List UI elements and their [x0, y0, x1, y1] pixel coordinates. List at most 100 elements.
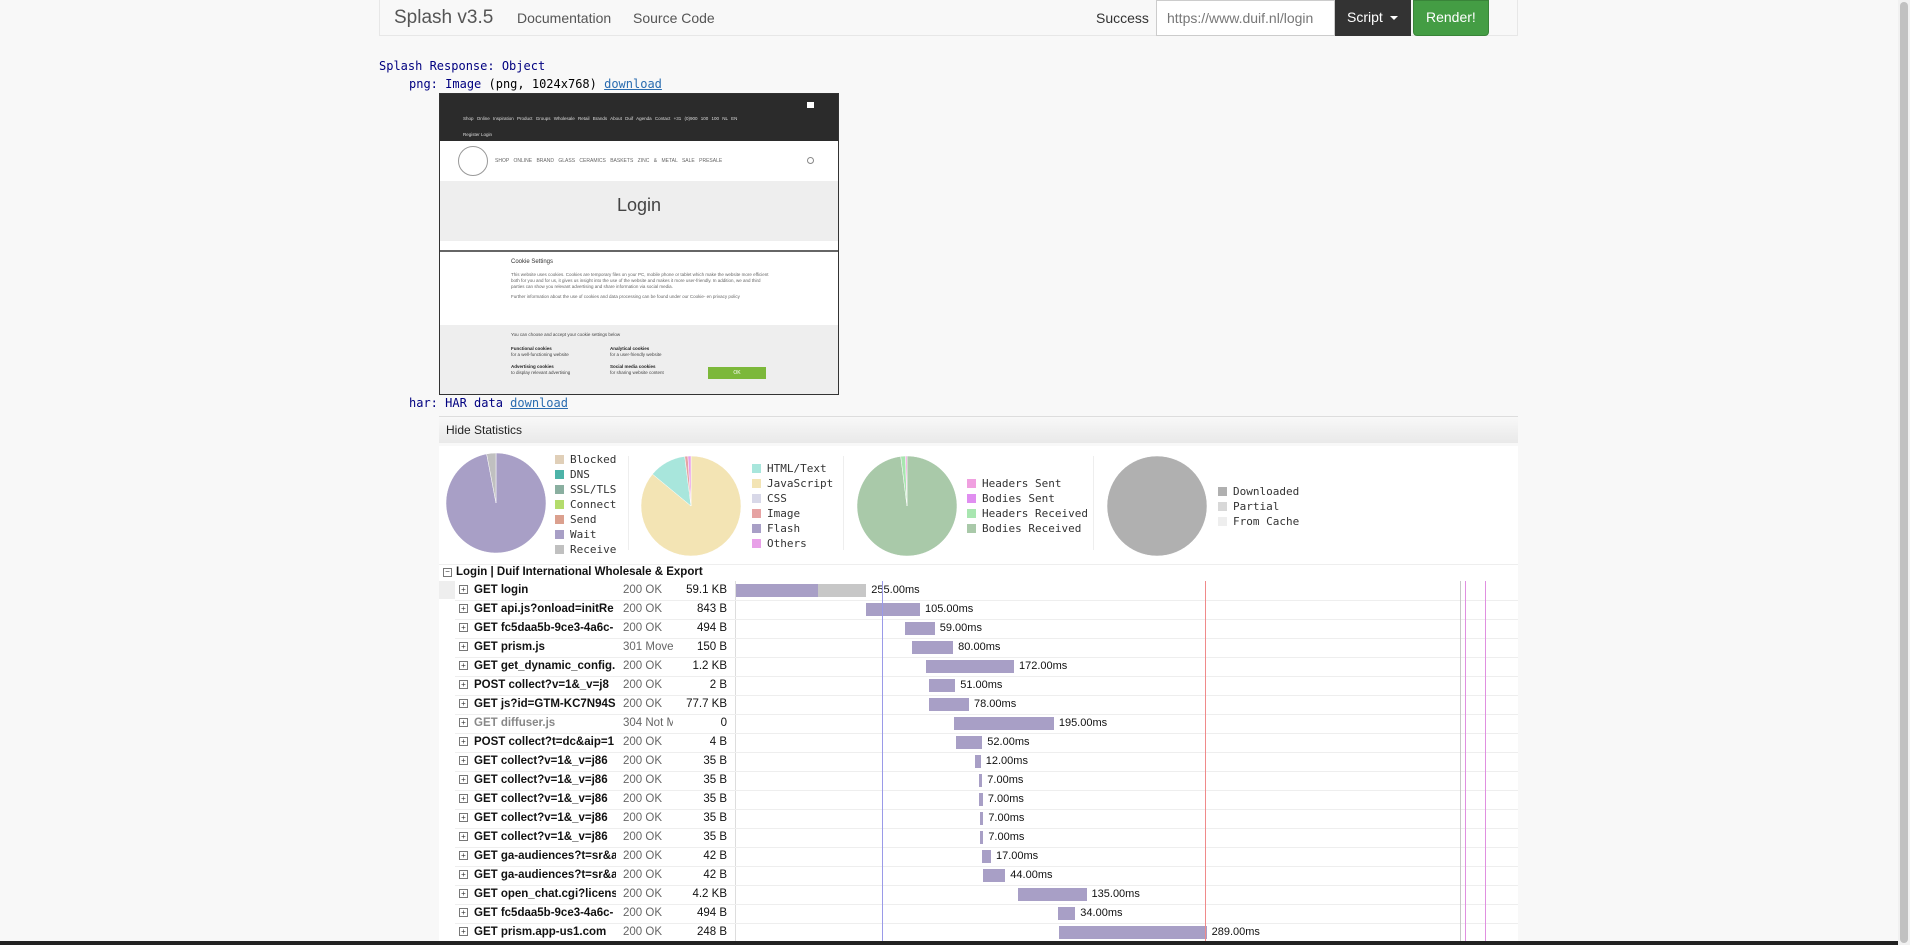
timing-bar: [904, 622, 935, 635]
har-entry-row[interactable]: + GET api.js?onload=initRe 200 OK 843 B 105.…: [455, 600, 1518, 620]
har-key: har:: [409, 396, 438, 410]
expand-icon[interactable]: +: [459, 699, 468, 708]
bottom-edge: [0, 941, 1898, 945]
entry-size: 35 B: [703, 755, 727, 767]
har-entry-row[interactable]: + GET fc5daa5b-9ce3-4a6c- 200 OK 494 B 59.00…: [455, 619, 1518, 639]
expand-icon[interactable]: +: [459, 737, 468, 746]
entry-size: 150 B: [696, 641, 727, 653]
har-entry-row[interactable]: + GET ga-audiences?t=sr&a 200 OK 42 B 44.00m…: [455, 866, 1518, 886]
har-page-row[interactable]: − Login | Duif International Wholesale &…: [439, 564, 1518, 582]
har-entry-row[interactable]: + GET get_dynamic_config. 200 OK 1.2 KB 172.…: [455, 657, 1518, 677]
legend-swatch: [1218, 502, 1227, 511]
har-entry-row[interactable]: + GET prism.app-us1.com 200 OK 248 B 289.00m…: [455, 923, 1518, 943]
har-entry-row[interactable]: + GET open_chat.cgi?licens 200 OK 4.2 KB 135…: [455, 885, 1518, 905]
har-entry-row[interactable]: + GET prism.js 301 Move 150 B 80.00ms: [455, 638, 1518, 658]
har-page-title: Login | Duif International Wholesale & E…: [456, 566, 703, 578]
expand-icon[interactable]: +: [459, 870, 468, 879]
caret-down-icon: [1389, 16, 1398, 21]
legend-item: CSS: [752, 491, 833, 506]
render-button[interactable]: Render!: [1413, 0, 1489, 36]
har-entry-row[interactable]: + GET ga-audiences?t=sr&a 200 OK 42 B 17.00m…: [455, 847, 1518, 867]
expand-icon[interactable]: +: [459, 889, 468, 898]
entry-url: GET fc5daa5b-9ce3-4a6c-: [474, 622, 614, 634]
legend-swatch: [555, 470, 564, 479]
png-download-link[interactable]: download: [604, 77, 662, 91]
har-entry-row[interactable]: + POST collect?v=1&_v=j8 200 OK 2 B 51.00ms: [455, 676, 1518, 696]
entry-status: 200 OK: [623, 774, 662, 786]
expand-icon[interactable]: +: [459, 680, 468, 689]
nav-link-documentation[interactable]: Documentation: [517, 10, 612, 26]
script-button[interactable]: Script: [1335, 0, 1411, 36]
expand-icon[interactable]: +: [459, 813, 468, 822]
stats-divider: [843, 456, 844, 550]
entry-size: 1.2 KB: [692, 660, 727, 672]
entry-duration: 135.00ms: [1091, 888, 1140, 900]
scrollbar-thumb[interactable]: [1900, 2, 1908, 943]
legend-label: From Cache: [1233, 515, 1300, 528]
har-entry-row[interactable]: + GET collect?v=1&_v=j86 200 OK 35 B 7.00ms: [455, 809, 1518, 829]
entry-status: 200 OK: [623, 850, 662, 862]
thumb-topbar: [440, 94, 838, 141]
thumb-hero: [440, 181, 838, 241]
expand-icon[interactable]: +: [459, 756, 468, 765]
entry-url: GET login: [474, 584, 529, 596]
har-entry-row[interactable]: + GET fc5daa5b-9ce3-4a6c- 200 OK 494 B 34.00…: [455, 904, 1518, 924]
har-entry-row[interactable]: + GET diffuser.js 304 Not M 0 195.00ms: [455, 714, 1518, 734]
expand-icon[interactable]: +: [459, 832, 468, 841]
timing-bar: [982, 850, 991, 863]
png-line: png: Image (png, 1024x768) download: [409, 77, 662, 91]
har-entry-row[interactable]: + GET js?id=GTM-KC7N94S 200 OK 77.7 KB 78.00…: [455, 695, 1518, 715]
type-pie-slice: [687, 455, 692, 507]
entry-duration: 7.00ms: [987, 774, 1024, 786]
legend-label: JavaScript: [767, 477, 834, 490]
har-entry-row[interactable]: + GET login 200 OK 59.1 KB 255.00ms: [455, 581, 1518, 601]
legend-swatch: [555, 500, 564, 509]
entry-duration: 17.00ms: [995, 850, 1039, 862]
expand-icon[interactable]: +: [459, 642, 468, 651]
entry-status: 200 OK: [623, 793, 662, 805]
expand-icon[interactable]: +: [459, 851, 468, 860]
expand-icon[interactable]: +: [459, 604, 468, 613]
legend-label: Downloaded: [1233, 485, 1300, 498]
collapse-icon[interactable]: −: [443, 568, 452, 577]
timing-bar: [979, 793, 983, 806]
legend-label: Partial: [1233, 500, 1280, 513]
entry-duration: 44.00ms: [1010, 869, 1053, 881]
expand-icon[interactable]: +: [459, 927, 468, 936]
brand[interactable]: Splash v3.5: [394, 7, 494, 28]
hide-statistics-toggle[interactable]: Hide Statistics: [446, 423, 523, 437]
url-input[interactable]: https://www.duif.nl/login: [1156, 0, 1335, 36]
entry-status: 200 OK: [623, 907, 662, 919]
response-header: Splash Response: Object: [379, 59, 545, 73]
nav-link-source-code[interactable]: Source Code: [633, 10, 715, 26]
legend-item: Partial: [1218, 499, 1299, 514]
timing-bar: [982, 869, 1006, 882]
har-entry-row[interactable]: + GET collect?v=1&_v=j86 200 OK 35 B 7.00ms: [455, 790, 1518, 810]
entry-duration: 78.00ms: [974, 698, 1017, 710]
timeline-separator: [735, 581, 736, 945]
stats-divider: [628, 456, 629, 550]
legend-label: Wait: [570, 528, 597, 541]
response-type[interactable]: Object: [501, 59, 546, 73]
expand-icon[interactable]: +: [459, 718, 468, 727]
har-entry-row[interactable]: + POST collect?t=dc&aip=1 200 OK 4 B 52.00ms: [455, 733, 1518, 753]
entry-size: 2 B: [709, 679, 727, 691]
expand-icon[interactable]: +: [459, 775, 468, 784]
har-entry-row[interactable]: + GET collect?v=1&_v=j86 200 OK 35 B 7.00ms: [455, 828, 1518, 848]
legend-item: Receive: [555, 542, 616, 557]
expand-icon[interactable]: +: [459, 623, 468, 632]
legend-label: Bodies Received: [982, 522, 1082, 535]
expand-icon[interactable]: +: [459, 908, 468, 917]
har-download-link[interactable]: download: [510, 396, 568, 410]
har-entry-row[interactable]: + GET collect?v=1&_v=j86 200 OK 35 B 7.00ms: [455, 771, 1518, 791]
entry-size: 77.7 KB: [686, 698, 727, 710]
expand-icon[interactable]: +: [459, 794, 468, 803]
rendered-screenshot[interactable]: Shop Online Inspiration Product Groups W…: [439, 93, 839, 395]
expand-icon[interactable]: +: [459, 585, 468, 594]
expand-icon[interactable]: +: [459, 661, 468, 670]
vertical-scrollbar[interactable]: [1898, 0, 1910, 945]
har-gutter: [439, 581, 455, 945]
navbar: Splash v3.5 Documentation Source Code Su…: [379, 0, 1518, 36]
har-entry-row[interactable]: + GET collect?v=1&_v=j86 200 OK 35 B 12.00ms: [455, 752, 1518, 772]
entry-size: 59.1 KB: [686, 584, 727, 596]
